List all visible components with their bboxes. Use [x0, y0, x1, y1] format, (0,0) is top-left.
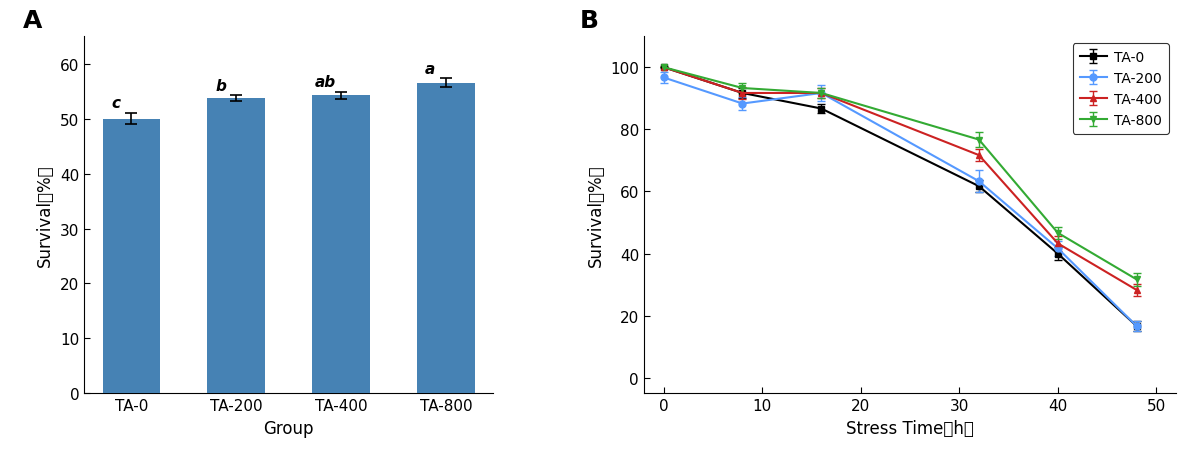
Text: A: A: [23, 8, 42, 32]
Text: b: b: [215, 79, 226, 94]
Legend: TA-0, TA-200, TA-400, TA-800: TA-0, TA-200, TA-400, TA-800: [1073, 44, 1169, 134]
Bar: [418, 84, 475, 394]
Y-axis label: Survival（%）: Survival（%）: [587, 164, 605, 267]
Y-axis label: Survival（%）: Survival（%）: [36, 164, 54, 267]
Bar: [312, 96, 370, 394]
Bar: [103, 119, 161, 394]
Text: a: a: [425, 62, 436, 76]
Text: c: c: [112, 96, 120, 111]
Text: B: B: [580, 8, 599, 32]
X-axis label: Stress Time（h）: Stress Time（h）: [846, 419, 974, 437]
Bar: [208, 99, 265, 394]
X-axis label: Group: Group: [263, 419, 314, 437]
Text: ab: ab: [314, 75, 336, 90]
